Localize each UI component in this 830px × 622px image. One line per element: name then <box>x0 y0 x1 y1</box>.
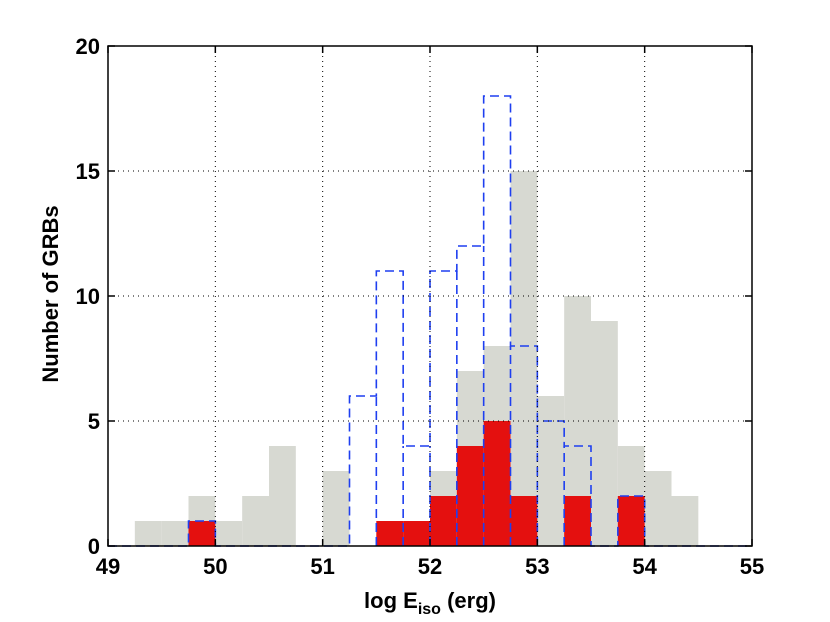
axis-ticks <box>107 45 753 547</box>
x-tick-label: 50 <box>203 554 227 579</box>
gray-series-bars <box>134 171 699 546</box>
x-tick-label: 55 <box>740 554 764 579</box>
x-axis-label-subscript: iso <box>418 601 441 618</box>
red-bar <box>376 521 404 546</box>
red-bar <box>510 496 538 546</box>
x-tick-label: 53 <box>525 554 549 579</box>
y-tick-labels: 0 5 10 15 20 <box>76 34 100 559</box>
red-bar <box>456 446 484 546</box>
x-tick-label: 51 <box>310 554 334 579</box>
x-axis-label: log Eiso (erg) <box>364 588 496 618</box>
y-tick-label: 0 <box>88 534 100 559</box>
y-tick-label: 10 <box>76 284 100 309</box>
x-tick-label: 54 <box>632 554 657 579</box>
red-series-bars <box>188 421 645 546</box>
gray-bar <box>134 521 162 546</box>
gray-bar <box>510 171 538 546</box>
x-axis-label-base: log E <box>364 588 418 613</box>
red-bar <box>403 521 430 546</box>
red-bar <box>564 496 591 546</box>
gray-bar <box>161 521 189 546</box>
red-bar <box>483 421 511 546</box>
gray-bar <box>644 471 672 546</box>
gray-bar <box>215 521 243 546</box>
x-tick-label: 52 <box>418 554 442 579</box>
gray-bar <box>322 471 350 546</box>
red-bar <box>430 496 457 546</box>
gray-bar <box>537 396 565 546</box>
y-tick-label: 5 <box>88 409 100 434</box>
y-tick-label: 20 <box>76 34 100 59</box>
y-axis-label: Number of GRBs <box>38 205 63 382</box>
red-bar <box>617 496 645 546</box>
red-bar <box>188 521 216 546</box>
gray-bar <box>269 446 296 546</box>
gray-bar <box>242 496 269 546</box>
gray-bar <box>671 496 699 546</box>
x-tick-label: 49 <box>96 554 120 579</box>
grid-lines <box>108 46 752 546</box>
x-tick-labels: 49 50 51 52 53 54 55 <box>96 554 764 579</box>
gray-bar <box>591 321 618 546</box>
x-axis-label-suffix: (erg) <box>441 588 496 613</box>
y-tick-label: 15 <box>76 159 100 184</box>
